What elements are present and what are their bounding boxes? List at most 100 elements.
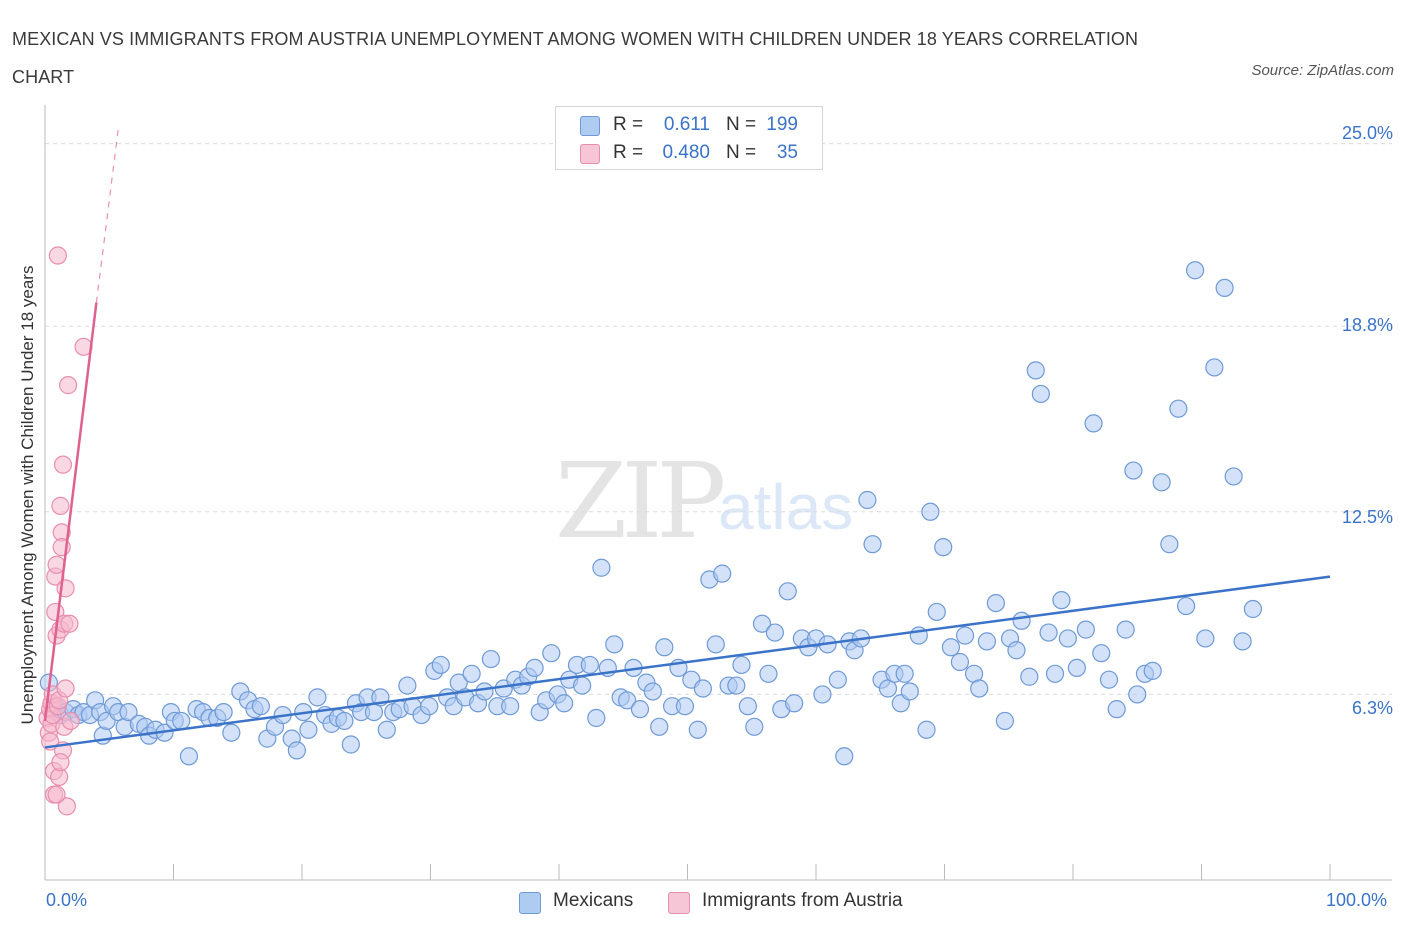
data-point-mexicans (335, 711, 354, 731)
data-point-mexicans (813, 685, 832, 704)
data-point-mexicans (955, 626, 975, 645)
data-point-mexicans (650, 717, 669, 736)
watermark-atlas: atlas (718, 471, 854, 543)
data-point-mexicans (688, 720, 707, 739)
n-value: 199 (766, 114, 798, 135)
data-point-mexicans (251, 697, 270, 716)
data-point-mexicans (970, 679, 989, 698)
data-point-mexicans (900, 682, 919, 701)
data-point-mexicans (752, 614, 772, 633)
data-point-austria (57, 797, 76, 816)
data-point-mexicans (1205, 358, 1224, 377)
data-point-mexicans (1007, 641, 1026, 660)
data-point-mexicans (1076, 620, 1095, 639)
x-tick-label: 0.0% (46, 890, 88, 910)
data-point-mexicans (738, 697, 757, 716)
data-point-mexicans (1196, 629, 1215, 648)
n-label: N = (726, 114, 757, 135)
data-point-mexicans (119, 702, 138, 722)
data-point-mexicans (179, 747, 199, 766)
data-point-mexicans (950, 652, 970, 672)
data-point-mexicans (475, 682, 494, 701)
data-point-mexicans (341, 735, 360, 754)
n-value: 35 (776, 142, 798, 163)
data-point-mexicans (745, 717, 764, 736)
data-point-austria (60, 614, 79, 633)
data-point-mexicans (542, 644, 561, 663)
data-point-mexicans (986, 594, 1006, 613)
trendline-austria (43, 302, 98, 722)
data-point-mexicans (587, 708, 606, 728)
r-value: 0.611 (663, 114, 710, 135)
legend-row-austria: R = 0.480 N = 35 (556, 140, 822, 166)
data-point-mexicans (1039, 623, 1058, 642)
data-point-mexicans (655, 638, 674, 657)
data-point-mexicans (693, 679, 713, 698)
r-value: 0.480 (662, 142, 710, 163)
data-point-mexicans (630, 700, 650, 719)
data-point-mexicans (1052, 591, 1071, 610)
chart-title: MEXICAN VS IMMIGRANTS FROM AUSTRIA UNEMP… (12, 29, 1139, 87)
data-point-mexicans (917, 720, 936, 739)
data-point-mexicans (287, 741, 306, 760)
data-point-mexicans (580, 655, 599, 675)
data-point-mexicans (222, 723, 241, 742)
data-point-mexicans (1116, 620, 1135, 639)
data-point-mexicans (1084, 414, 1103, 433)
y-tick-label: 18.8% (1341, 315, 1393, 335)
data-point-mexicans (785, 694, 804, 713)
data-point-mexicans (941, 638, 961, 657)
data-point-mexicans (481, 649, 500, 669)
data-point-austria (51, 753, 70, 772)
data-point-mexicans (308, 688, 327, 707)
data-point-mexicans (727, 676, 746, 695)
data-point-mexicans (835, 747, 854, 766)
data-point-mexicans (713, 564, 732, 583)
data-point-mexicans (895, 664, 914, 683)
data-point-mexicans (675, 697, 695, 716)
data-point-austria (51, 496, 70, 515)
data-point-mexicans (1107, 700, 1126, 719)
data-point-austria (61, 711, 80, 731)
legend-label: Mexicans (553, 890, 634, 911)
data-point-mexicans (1092, 644, 1111, 663)
data-point-mexicans (1169, 399, 1188, 418)
n-label: N = (726, 142, 757, 163)
data-point-mexicans (431, 655, 450, 675)
x-tick-label: 100.0% (1326, 890, 1388, 910)
data-point-mexicans (299, 720, 318, 739)
data-point-mexicans (605, 635, 624, 654)
data-point-mexicans (573, 676, 592, 695)
data-point-mexicans (525, 658, 544, 678)
data-point-mexicans (765, 623, 784, 642)
data-point-mexicans (1160, 535, 1179, 554)
data-point-mexicans (1185, 261, 1205, 280)
legend-row-mexicans: R = 0.611 N = 199 (556, 112, 822, 138)
data-point-mexicans (1152, 473, 1171, 492)
data-point-mexicans (420, 697, 439, 716)
data-point-austria (56, 679, 75, 698)
data-point-mexicans (501, 697, 520, 716)
y-tick-label: 6.3% (1351, 698, 1393, 718)
data-point-mexicans (398, 676, 417, 695)
source-label: Source: ZipAtlas.com (1251, 62, 1394, 79)
data-point-mexicans (1128, 685, 1147, 704)
data-point-mexicans (462, 664, 481, 683)
trendline-austria-extension (95, 128, 119, 303)
data-point-mexicans (1243, 599, 1263, 619)
data-point-mexicans (927, 602, 946, 622)
data-point-mexicans (1020, 667, 1039, 686)
data-point-mexicans (1031, 384, 1050, 404)
austria-swatch-icon (580, 144, 600, 164)
data-point-mexicans (1045, 664, 1065, 683)
data-point-mexicans (1012, 611, 1031, 630)
y-tick-label: 12.5% (1341, 507, 1393, 527)
data-point-mexicans (1176, 596, 1196, 616)
data-point-mexicans (377, 720, 396, 739)
data-point-mexicans (214, 702, 233, 722)
data-point-mexicans (618, 691, 637, 710)
data-point-mexicans (828, 670, 847, 689)
y-axis-label: Unemployment Among Women with Children U… (18, 265, 37, 725)
mexicans-swatch-icon (580, 116, 600, 136)
data-point-mexicans (1215, 278, 1234, 298)
